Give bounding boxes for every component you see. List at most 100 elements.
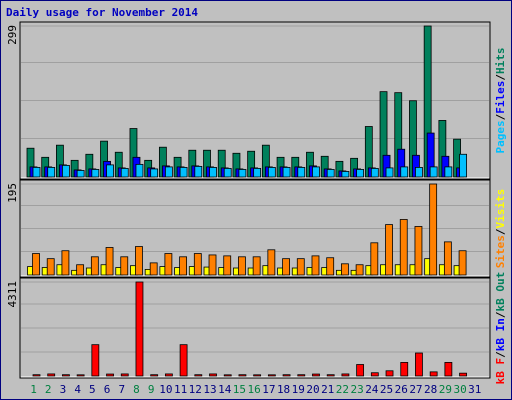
x-tick-label: 14	[218, 383, 232, 396]
bar	[267, 167, 276, 178]
bar	[326, 169, 335, 178]
legend-entry: Files	[494, 81, 507, 114]
bar	[223, 255, 232, 276]
bar	[150, 168, 159, 178]
bar	[458, 250, 467, 276]
legend-entry: kB In	[494, 318, 507, 351]
bar	[106, 164, 114, 178]
bar	[297, 167, 306, 178]
legend-entry: Pages	[494, 120, 507, 153]
bar	[238, 169, 247, 178]
bar	[120, 256, 129, 276]
bar	[223, 374, 232, 377]
x-tick-label: 3	[60, 383, 67, 396]
x-tick-label: 4	[74, 383, 81, 396]
x-tick-label: 24	[365, 383, 379, 396]
x-tick-label: 28	[424, 383, 437, 396]
bar	[105, 247, 114, 276]
bar	[312, 166, 320, 178]
bar	[282, 374, 291, 377]
legend-separator: /	[494, 113, 507, 120]
bar	[90, 256, 99, 276]
x-tick-label: 19	[292, 383, 305, 396]
bar	[47, 373, 56, 377]
x-tick-label: 29	[439, 383, 452, 396]
x-tick-label: 7	[118, 383, 125, 396]
bar	[267, 249, 276, 276]
legend-separator: /	[494, 311, 507, 318]
bar	[252, 256, 261, 276]
bar	[282, 167, 291, 178]
x-tick-label: 27	[409, 383, 422, 396]
bar	[326, 374, 335, 377]
bar	[355, 264, 364, 276]
bar	[341, 171, 350, 178]
bar	[370, 372, 379, 377]
bar	[209, 373, 217, 377]
bar	[414, 226, 423, 276]
bar	[326, 257, 335, 276]
bar	[135, 281, 144, 377]
bar	[76, 170, 85, 178]
bar	[91, 344, 100, 377]
legend: Pages/Files/Hits	[494, 48, 507, 154]
x-tick-label: 9	[148, 383, 155, 396]
bar	[208, 254, 217, 276]
bar	[296, 258, 305, 276]
x-tick-label: 8	[133, 383, 140, 396]
legend-separator: /	[494, 74, 507, 81]
bar	[120, 373, 129, 377]
bar	[76, 264, 85, 276]
bar	[429, 371, 438, 377]
bar	[370, 168, 379, 178]
x-tick-label: 30	[453, 383, 466, 396]
legend-entry: kB F	[494, 358, 507, 385]
bar	[429, 166, 438, 178]
bar	[61, 250, 70, 276]
x-tick-label: 20	[306, 383, 319, 396]
x-tick-label: 10	[159, 383, 172, 396]
x-tick-label: 25	[380, 383, 393, 396]
bar	[193, 253, 202, 276]
bar	[443, 241, 452, 276]
bar	[415, 352, 423, 377]
bar	[164, 253, 173, 276]
x-tick-label: 18	[277, 383, 290, 396]
bar	[120, 168, 129, 178]
bar	[297, 374, 306, 377]
bar	[179, 256, 187, 276]
legend-entry: Visits	[494, 189, 507, 229]
x-tick-label: 15	[233, 383, 246, 396]
bar	[282, 258, 290, 276]
bar	[209, 167, 217, 178]
bar	[164, 373, 173, 377]
bar	[46, 258, 55, 276]
x-tick-label: 2	[45, 383, 52, 396]
bar	[385, 224, 393, 276]
x-tick-label: 21	[321, 383, 334, 396]
bar	[179, 167, 188, 178]
bar	[341, 373, 350, 377]
legend-separator: /	[494, 228, 507, 235]
bar	[459, 372, 467, 377]
bar	[150, 374, 159, 377]
bar	[106, 373, 114, 377]
x-tick-label: 23	[350, 383, 363, 396]
bar	[311, 255, 320, 276]
legend: kB F/kB In/kB Out	[494, 272, 507, 385]
x-tick-label: 31	[468, 383, 481, 396]
bar	[356, 169, 365, 178]
bar	[253, 374, 262, 377]
bar	[76, 374, 85, 377]
bar	[164, 166, 173, 178]
bar	[370, 242, 379, 276]
x-tick-label: 26	[395, 383, 408, 396]
x-tick-label: 11	[174, 383, 187, 396]
bar	[399, 219, 408, 276]
x-tick-label: 12	[189, 383, 202, 396]
bar	[341, 263, 349, 276]
bar	[223, 168, 232, 178]
bar	[444, 166, 453, 178]
bar	[429, 183, 438, 276]
bar	[47, 167, 56, 178]
